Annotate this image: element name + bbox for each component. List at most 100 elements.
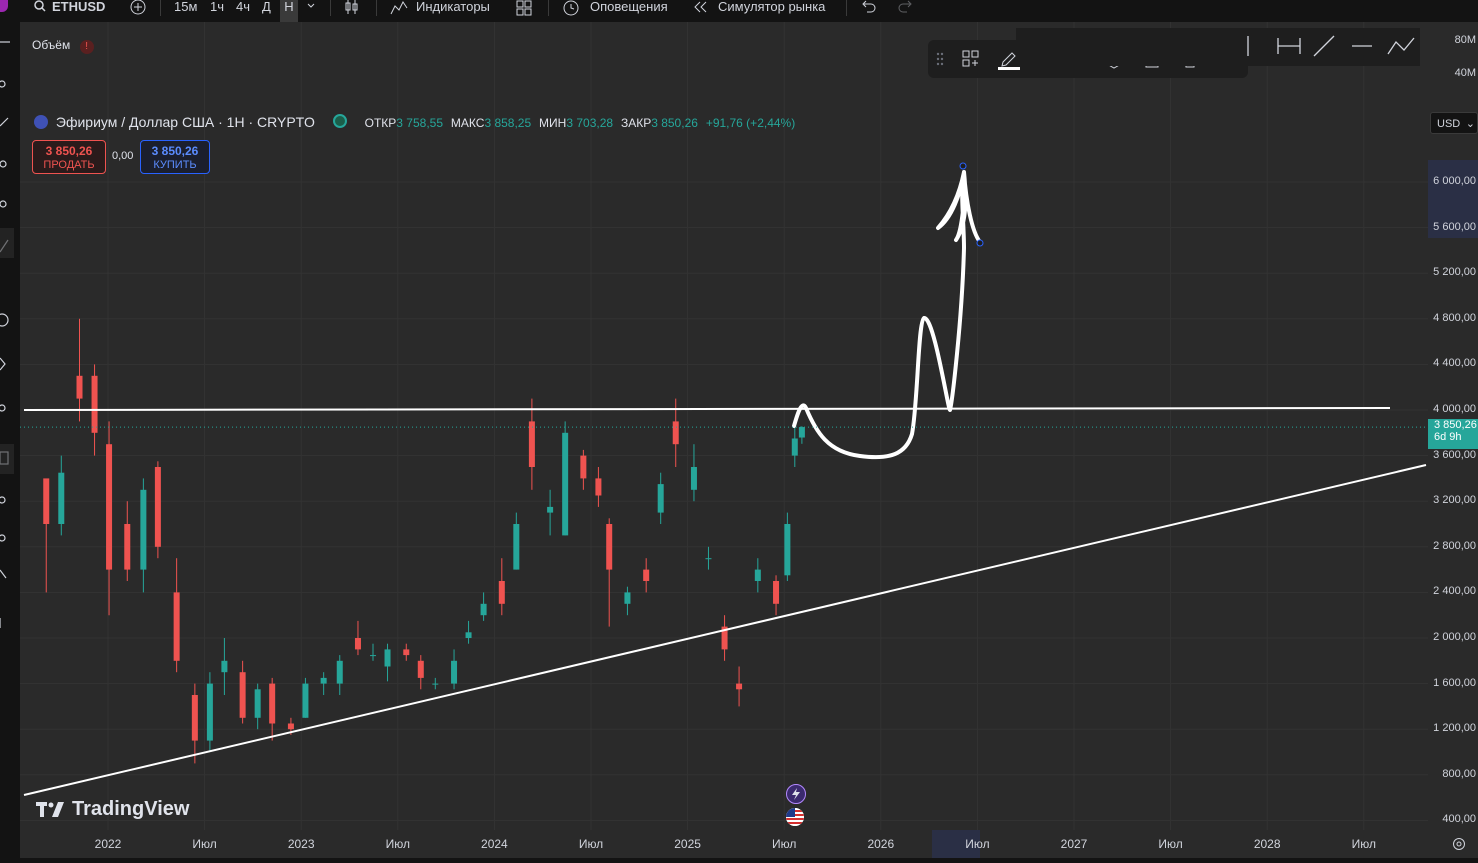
volume-indicator-label[interactable]: Объём ! [32,38,94,54]
indicators-icon[interactable] [390,0,408,18]
candle-body [417,660,424,678]
candle-body [606,524,613,570]
market-open-status-icon[interactable] [332,114,347,128]
market-replay-button[interactable]: Симулятор рынка [718,0,826,14]
candle-body [140,489,147,570]
hide-drawings-icon[interactable] [0,534,6,542]
pattern-tool-icon[interactable] [0,200,7,208]
rewind-icon[interactable] [692,0,708,18]
time-axis[interactable]: 2022 Июл 2023 Июл 2024 Июл 2025 Июл 2026 Июл 2027 И… [20,830,1478,858]
text-tool-icon[interactable] [0,313,9,327]
templates-icon[interactable] [962,50,980,73]
price-tick-label: 2 000,00 [1433,631,1476,643]
ascending-trendline[interactable] [23,464,1427,796]
time-tick-label: Июл [385,837,410,851]
freehand-arrow-drawing[interactable] [792,170,982,460]
price-tick-label: 5 600,00 [1433,220,1476,233]
interval-4h[interactable]: 4ч [236,0,251,14]
measure-tool-icon[interactable] [0,404,6,412]
price-tick-label: 5 200,00 [1433,266,1476,279]
search-icon[interactable] [34,0,46,18]
us-flag-event-icon[interactable] [786,808,804,826]
drawing-anchor-handle[interactable] [959,162,967,170]
cursor-tool-icon[interactable] [0,80,6,88]
sell-label: ПРОДАТЬ [43,159,95,171]
alert-clock-icon[interactable] [562,0,580,18]
time-tick-label: 2027 [1060,837,1088,851]
volume-tick: 40M [1454,67,1476,79]
time-tick-label: Июл [578,837,604,851]
lock-drawings-icon[interactable] [0,496,6,504]
compare-symbol-icon[interactable] [130,0,146,18]
drawing-anchor-handle[interactable] [976,239,984,247]
time-tick-label: 2024 [481,837,508,851]
price-axis[interactable]: 80M 40M USD ⌄ 6 000,00 5 600,00 5 200,00 4 … [1428,22,1478,830]
symbol-search[interactable]: ETHUSD [52,0,106,14]
layouts-icon[interactable] [516,0,532,18]
path-tool-icon[interactable] [1387,37,1415,55]
candles-icon[interactable] [344,0,360,18]
avatar[interactable] [0,0,8,12]
low-value: 3 703,28 [566,116,614,130]
candle-body [465,632,472,638]
candle-body [254,689,261,718]
candle-body [736,683,743,690]
interval-week[interactable]: Н [280,0,298,22]
undo-icon[interactable] [860,0,876,18]
alerts-button[interactable]: Оповещения [590,0,668,14]
last-price-value: 3 850,26 [1434,419,1477,431]
top-toolbar: ETHUSD 15м 1ч 4ч Д Н Индикаторы Оповещен… [0,0,1478,22]
interval-day[interactable]: Д [262,0,271,14]
candle-body [451,660,458,684]
buy-button[interactable]: 3 850,26 КУПИТЬ [140,140,210,174]
currency-select[interactable]: USD ⌄ [1430,112,1478,134]
candle-body [43,478,50,524]
price-tick-label: 4 000,00 [1433,403,1476,415]
indicators-button[interactable]: Индикаторы [416,0,490,14]
settings-gear-icon[interactable] [1452,837,1466,856]
time-tick-label: 2025 [674,837,701,851]
trendline-tool-icon[interactable] [0,117,9,127]
candle-body [354,638,361,650]
price-tick-label: 3 600,00 [1433,448,1476,461]
lightning-event-icon[interactable] [786,784,806,804]
time-tick-label: Июл [192,837,217,851]
candle-body [287,723,294,730]
low-label: МИН [539,116,567,130]
horizontal-resistance-line[interactable] [23,407,1391,411]
candle-body [302,683,309,718]
chevron-down-icon[interactable] [306,0,316,18]
candle-body [173,592,180,661]
candle-body [239,672,246,718]
high-value: 3 858,25 [484,116,532,130]
instrument-title[interactable]: Эфириум / Доллар США · 1Н · CRYPTO [55,114,315,130]
chart-pane[interactable]: TradingView [20,22,1428,830]
remove-drawings-icon[interactable] [0,569,7,579]
price-tick-label: 4 800,00 [1433,311,1476,324]
candle-body [106,444,113,570]
prediction-tool-icon[interactable] [0,357,6,371]
candle-body [690,467,697,490]
close-value: 3 850,26 [651,116,698,130]
fib-tool-icon[interactable] [0,160,7,168]
candle-body [320,677,327,684]
candle-body [547,506,554,513]
redo-icon[interactable] [898,0,914,18]
watermark-text: TradingView [72,798,190,820]
candle-body [336,660,343,684]
price-chart[interactable] [20,22,1428,830]
time-tick-label: Июл [1158,837,1183,851]
pencil-color-icon[interactable] [998,48,1020,75]
ray-tool-icon[interactable] [1313,35,1335,57]
candle-body [773,581,780,604]
candle-body [705,558,712,560]
last-price-label: 3 850,26 6d 9h [1428,419,1478,449]
interval-1h[interactable]: 1ч [210,0,225,14]
currency-value: USD [1437,118,1461,130]
price-tick-label: 1 600,00 [1433,676,1476,689]
interval-15m[interactable]: 15м [174,0,198,14]
price-tick-label: 2 800,00 [1433,539,1476,552]
sell-button[interactable]: 3 850,26 ПРОДАТЬ [32,140,106,174]
volume-warning-icon[interactable]: ! [79,40,94,54]
tradingview-watermark[interactable]: TradingView [36,798,189,821]
